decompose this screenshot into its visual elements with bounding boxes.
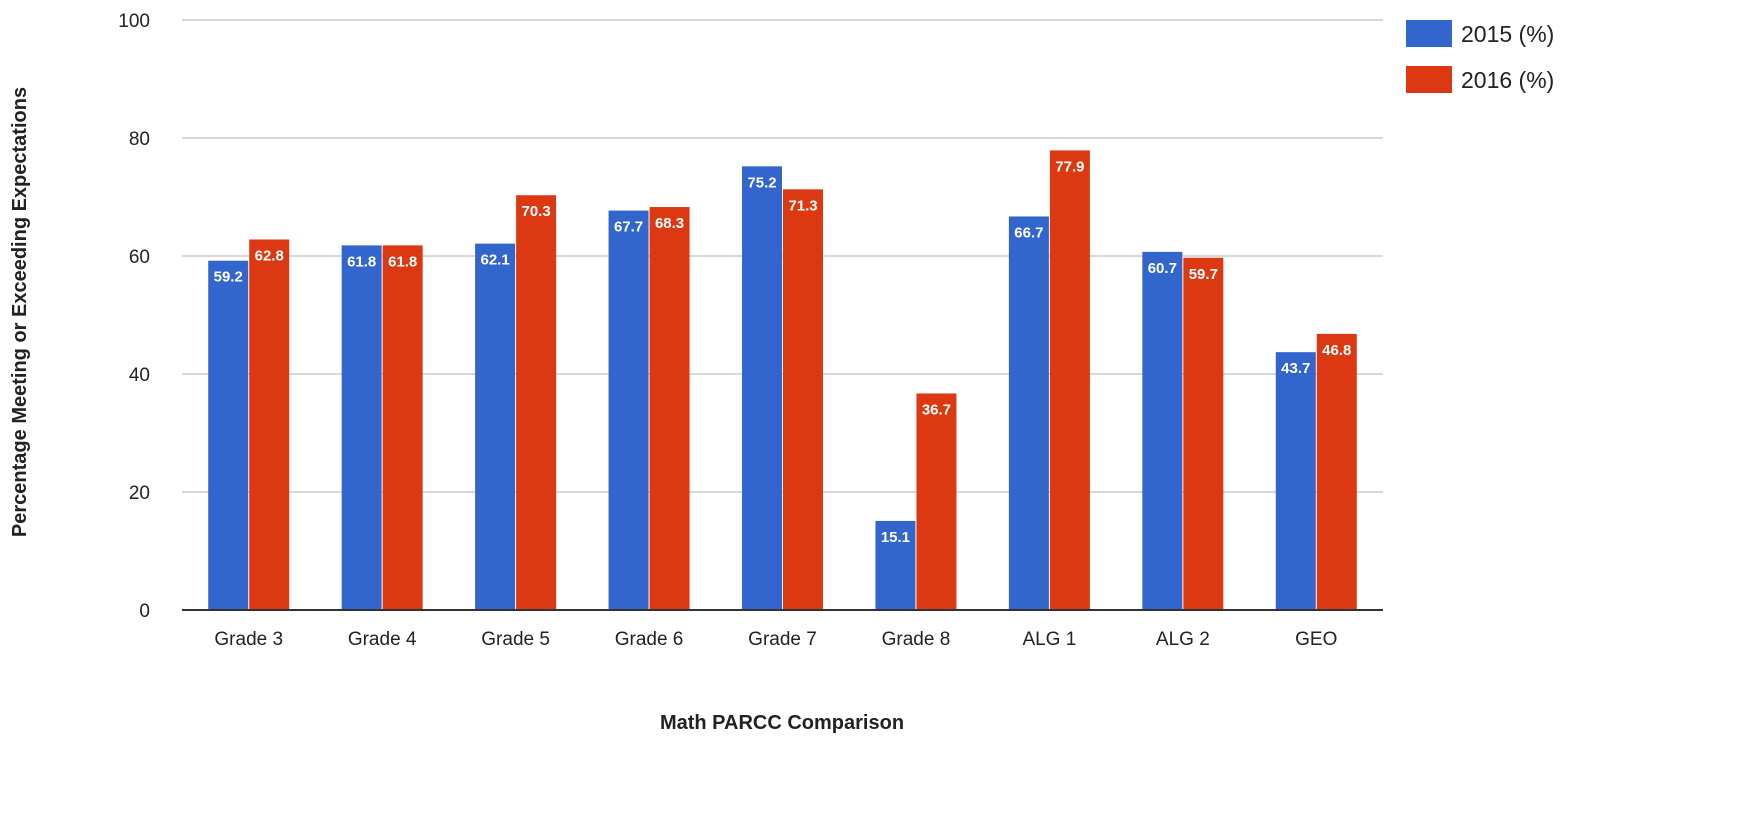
bar-series-2	[1183, 257, 1224, 610]
x-tick-label: Grade 4	[348, 629, 417, 650]
bar-value-label: 36.7	[922, 401, 951, 418]
bar-value-label: 62.8	[255, 247, 284, 264]
bar-value-label: 66.7	[1014, 224, 1043, 241]
bar-series-1	[875, 520, 916, 610]
bar-value-label: 59.7	[1189, 266, 1218, 283]
bar-series-2	[1316, 333, 1357, 610]
y-tick-label: 100	[118, 11, 150, 32]
bar-series-2	[916, 393, 957, 610]
x-tick-label: Grade 8	[882, 629, 951, 650]
bar-value-label: 77.9	[1055, 158, 1084, 175]
bar-series-1	[1142, 251, 1183, 610]
bar-value-label: 70.3	[522, 203, 551, 220]
bar-series-1	[475, 243, 516, 611]
y-tick-label: 80	[129, 129, 150, 150]
bar-value-label: 59.2	[214, 269, 243, 286]
legend: 2015 (%) 2016 (%)	[1406, 20, 1554, 93]
x-tick-label: Grade 7	[748, 629, 817, 650]
bar-value-label: 71.3	[788, 197, 817, 214]
y-tick-label: 0	[139, 601, 150, 622]
bar-labels: 59.2 62.8 61.8 61.8 62.1 70.3 67.7 68.3 75.2 71.3…	[214, 158, 1352, 546]
bar-series-1	[1275, 352, 1316, 610]
bar-series-1	[608, 210, 649, 610]
bar-series-1	[341, 245, 382, 610]
x-tick-label: ALG 2	[1156, 629, 1210, 650]
bar-value-label: 15.1	[881, 529, 910, 546]
bar-value-label: 61.8	[388, 253, 417, 270]
legend-label: 2015 (%)	[1461, 21, 1554, 47]
legend-swatch	[1406, 20, 1452, 47]
bar-series-2	[382, 245, 423, 610]
legend-swatch	[1406, 66, 1452, 93]
bar-series-1	[208, 260, 249, 610]
bar-value-label: 43.7	[1281, 360, 1310, 377]
y-tick-label: 60	[129, 247, 150, 268]
x-axis: 0 20 40 60 80 100 Grade 3 Grade 4 Grade 5 Grade 6…	[118, 11, 1383, 650]
x-tick-label: Grade 3	[214, 629, 283, 650]
bar-value-label: 61.8	[347, 253, 376, 270]
bar-value-label: 62.1	[481, 252, 510, 269]
x-tick-label: Grade 5	[481, 629, 550, 650]
bar-value-label: 60.7	[1148, 260, 1177, 277]
bar-value-label: 46.8	[1322, 342, 1351, 359]
y-tick-label: 20	[129, 483, 150, 504]
x-tick-label: ALG 1	[1022, 629, 1076, 650]
bar-value-label: 67.7	[614, 219, 643, 236]
bar-series-2	[649, 207, 690, 610]
x-tick-label: Grade 6	[615, 629, 684, 650]
y-axis-title: Percentage Meeting or Exceeding Expectat…	[9, 87, 31, 537]
y-tick-label: 40	[129, 365, 150, 386]
bar-series-2	[516, 195, 557, 611]
gridlines	[182, 19, 1383, 493]
bar-value-label: 75.2	[747, 174, 776, 191]
bar-series-1	[742, 166, 782, 610]
bar-series-1	[1008, 216, 1049, 610]
x-axis-title: Math PARCC Comparison	[660, 712, 904, 734]
bar-series-2	[1049, 150, 1090, 610]
bar-value-label: 68.3	[655, 215, 684, 232]
x-tick-label: GEO	[1295, 629, 1337, 650]
bars	[208, 150, 1357, 611]
bar-series-2	[783, 189, 823, 610]
bar-series-2	[249, 239, 290, 611]
legend-label: 2016 (%)	[1461, 67, 1554, 93]
